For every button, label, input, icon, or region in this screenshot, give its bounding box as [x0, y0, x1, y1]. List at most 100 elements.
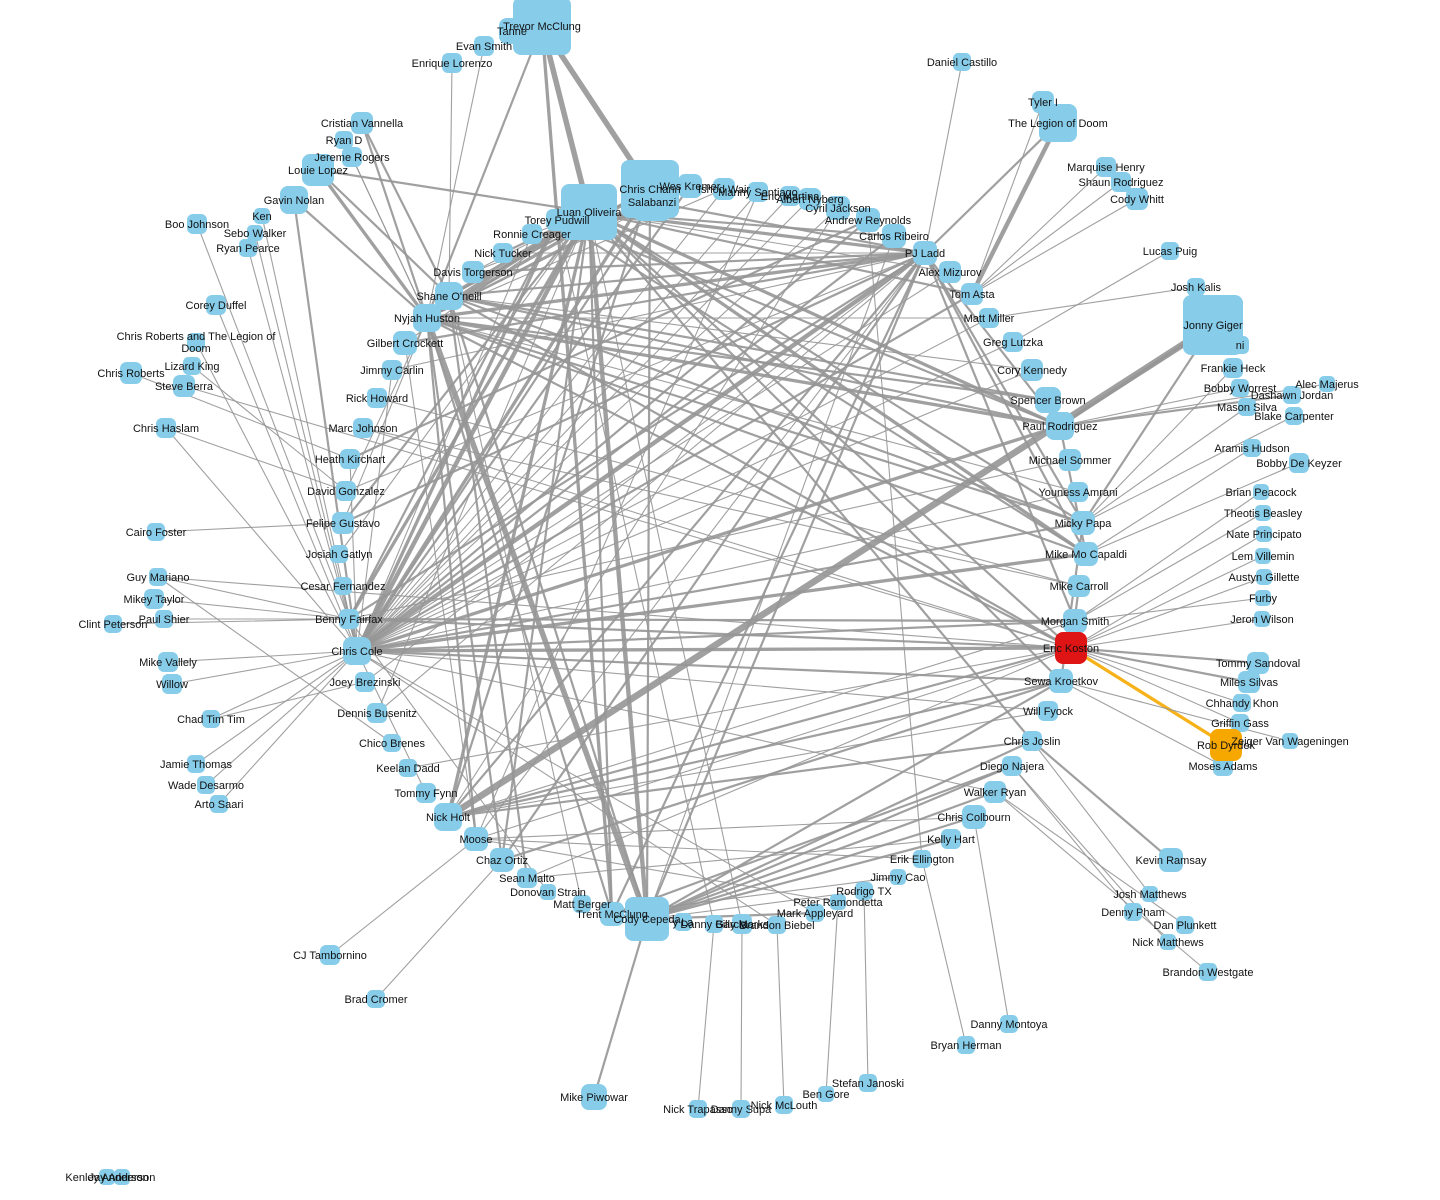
- graph-node-davis-torgerson[interactable]: [462, 261, 484, 283]
- graph-node-arto-saari[interactable]: [210, 795, 228, 813]
- graph-node-frankie-heck[interactable]: [1223, 358, 1243, 378]
- graph-node-dashawn-jordan[interactable]: [1283, 386, 1301, 404]
- graph-node-ryan-d[interactable]: [335, 131, 353, 149]
- graph-node-heath-kirchart[interactable]: [340, 449, 360, 469]
- graph-node-greg-lutzka[interactable]: [1003, 332, 1023, 352]
- graph-node-cesar-fernandez[interactable]: [334, 577, 352, 595]
- graph-node-youness-amrani[interactable]: [1068, 482, 1088, 502]
- graph-node-daniel-castillo[interactable]: [953, 53, 971, 71]
- graph-node-chris-roberts-and-the-legion-of[interactable]: [187, 333, 205, 351]
- graph-node-nick-holt[interactable]: [434, 803, 462, 831]
- graph-node-nate-principato[interactable]: [1256, 526, 1272, 542]
- graph-node-mason-silva[interactable]: [1238, 398, 1256, 416]
- graph-node-andrew-reynolds[interactable]: [856, 208, 880, 232]
- graph-node-chad-tim-tim[interactable]: [202, 710, 220, 728]
- graph-node-salabanzi[interactable]: [633, 183, 671, 221]
- graph-node-jimmy-cao[interactable]: [890, 869, 906, 885]
- graph-node-griffin-gass[interactable]: [1231, 714, 1249, 732]
- graph-node-donovan-strain[interactable]: [540, 884, 556, 900]
- graph-node-miles-silvas[interactable]: [1238, 671, 1260, 693]
- graph-node-shane-o-neill[interactable]: [435, 282, 463, 310]
- graph-node-guy-mariano[interactable]: [149, 568, 167, 586]
- graph-node-willow[interactable]: [162, 674, 182, 694]
- graph-node-jamie-thomas[interactable]: [187, 755, 205, 773]
- graph-node-moose[interactable]: [464, 827, 488, 851]
- graph-node-chico-brenes[interactable]: [383, 734, 401, 752]
- graph-node-nick-matthews[interactable]: [1160, 934, 1176, 950]
- graph-node-joey-brezinski[interactable]: [355, 672, 375, 692]
- graph-node-lem-villemin[interactable]: [1255, 548, 1271, 564]
- graph-node-matt-berger[interactable]: [573, 895, 591, 913]
- graph-node-stefan-janoski[interactable]: [859, 1074, 877, 1092]
- graph-node-erik-ellington[interactable]: [913, 850, 931, 868]
- graph-node-josh-kalis[interactable]: [1187, 278, 1205, 296]
- graph-node-lizard-king[interactable]: [183, 357, 201, 375]
- graph-node-carlos-ribeiro[interactable]: [882, 224, 906, 248]
- graph-node-keelan-dadd[interactable]: [399, 759, 417, 777]
- graph-node-matt-miller[interactable]: [979, 308, 999, 328]
- graph-node-chris-joslin[interactable]: [1022, 731, 1042, 751]
- graph-node-boo-johnson[interactable]: [187, 214, 207, 234]
- graph-node-gilbert-crockett[interactable]: [393, 331, 417, 355]
- graph-node-paul-shier[interactable]: [155, 610, 173, 628]
- graph-node-chris-roberts[interactable]: [120, 362, 142, 384]
- graph-node-gavin-nolan[interactable]: [280, 186, 308, 214]
- graph-node-blake-carpenter[interactable]: [1285, 407, 1303, 425]
- graph-node-alec-majerus[interactable]: [1319, 376, 1335, 392]
- graph-node-sebo-walker[interactable]: [247, 225, 263, 241]
- graph-node-marquise-henry[interactable]: [1096, 157, 1116, 177]
- graph-node-jay-anderson[interactable]: [114, 1169, 130, 1185]
- graph-node-bobby-de-keyzer[interactable]: [1289, 453, 1309, 473]
- graph-node-tommy-sandoval[interactable]: [1247, 652, 1269, 674]
- graph-node-diego-najera[interactable]: [1002, 756, 1022, 776]
- graph-node-tommy-fynn[interactable]: [416, 783, 436, 803]
- graph-node-dan-plunkett[interactable]: [1176, 916, 1194, 934]
- graph-node-trevor-mcclung[interactable]: [513, 0, 571, 55]
- graph-node-walker-ryan[interactable]: [984, 781, 1006, 803]
- graph-node-cyril-jackson[interactable]: [826, 196, 850, 220]
- graph-node-kevin-ramsay[interactable]: [1159, 848, 1183, 872]
- graph-node-chaz-ortiz[interactable]: [490, 848, 514, 872]
- graph-node-chris-haslam[interactable]: [156, 418, 176, 438]
- graph-node-denny-pham[interactable]: [1124, 903, 1142, 921]
- graph-node-lucas-puig[interactable]: [1161, 242, 1179, 260]
- graph-node-tom-asta[interactable]: [961, 283, 983, 305]
- graph-node-kelly-hart[interactable]: [941, 829, 961, 849]
- graph-node-ben-gore[interactable]: [818, 1086, 834, 1102]
- graph-node-bobby-worrest[interactable]: [1231, 379, 1249, 397]
- graph-node-zeiger-van-wageningen[interactable]: [1282, 733, 1298, 749]
- graph-node-cory-kennedy[interactable]: [1021, 359, 1043, 381]
- graph-node-dennis-busenitz[interactable]: [367, 703, 387, 723]
- graph-node-cody-whitt[interactable]: [1126, 188, 1148, 210]
- graph-node-shaun-rodriguez[interactable]: [1111, 172, 1131, 192]
- graph-node-eric-koston[interactable]: [1055, 632, 1087, 664]
- graph-node-wes-kremer[interactable]: [678, 174, 702, 198]
- graph-node-kenley-anderson[interactable]: [99, 1169, 115, 1185]
- graph-node-bryan-herman[interactable]: [957, 1036, 975, 1054]
- graph-node-steve-berra[interactable]: [173, 375, 195, 397]
- graph-node-ken[interactable]: [254, 208, 270, 224]
- graph-node-brad-cromer[interactable]: [367, 990, 385, 1008]
- graph-node-nyjah-huston[interactable]: [413, 304, 441, 332]
- graph-node-danny-supa[interactable]: [732, 1100, 750, 1118]
- graph-node-alex-mizurov[interactable]: [939, 261, 961, 283]
- graph-node-corey-duffel[interactable]: [206, 295, 226, 315]
- graph-node-mike-vallely[interactable]: [158, 652, 178, 672]
- graph-node-brandon-westgate[interactable]: [1199, 963, 1217, 981]
- graph-node-josiah-gatlyn[interactable]: [330, 545, 348, 563]
- graph-node-pj-ladd[interactable]: [913, 241, 937, 265]
- graph-node-luan-oliveira[interactable]: [561, 184, 617, 240]
- graph-node-david-gonzalez[interactable]: [336, 481, 356, 501]
- graph-node-nick-trapasso[interactable]: [689, 1100, 707, 1118]
- graph-node-the-legion-of-doom[interactable]: [1039, 104, 1077, 142]
- graph-node-chhandy-khon[interactable]: [1233, 694, 1251, 712]
- graph-node-albert-nyberg[interactable]: [799, 188, 821, 210]
- graph-node-paul-rodriguez[interactable]: [1046, 412, 1074, 440]
- graph-node-ryan-pearce[interactable]: [239, 239, 257, 257]
- graph-node-enrique-lorenzo[interactable]: [442, 53, 462, 73]
- graph-node-cairo-foster[interactable]: [147, 523, 165, 541]
- graph-node-manny-santiago[interactable]: [748, 182, 768, 202]
- graph-node-michael-sommer[interactable]: [1059, 449, 1081, 471]
- graph-node-y-la[interactable]: [674, 913, 692, 931]
- graph-node-brian-peacock[interactable]: [1253, 484, 1269, 500]
